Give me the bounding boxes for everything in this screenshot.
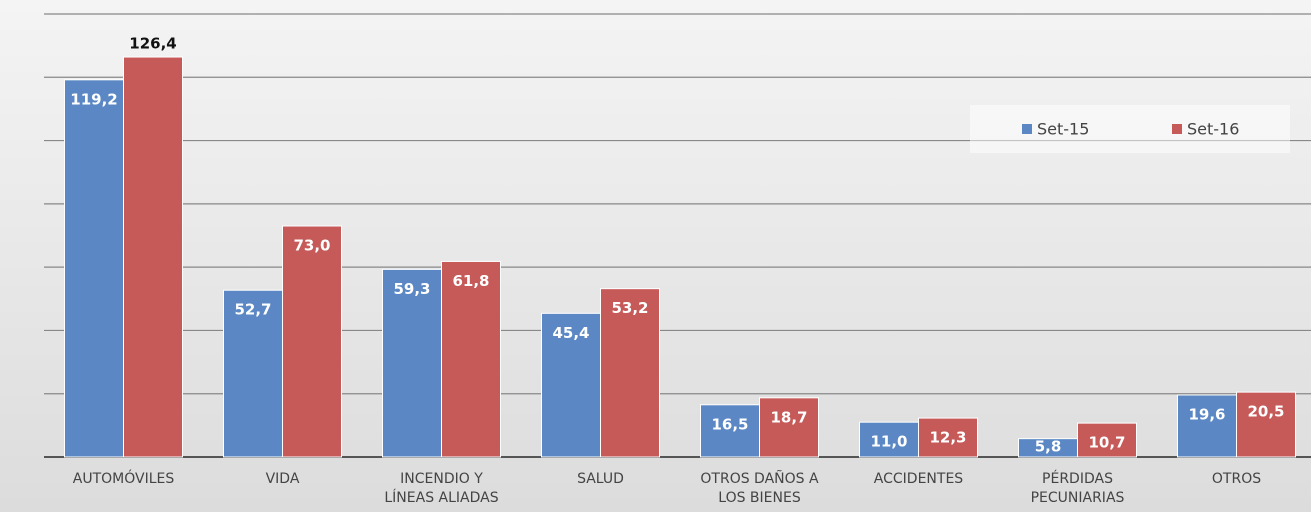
bar — [918, 417, 978, 458]
x-tick-label: VIDA — [265, 471, 300, 487]
bar — [859, 421, 919, 458]
legend-label: Set-16 — [1187, 120, 1239, 139]
value-label: 11,0 — [870, 433, 907, 451]
bar — [1177, 394, 1237, 458]
value-label: 12,3 — [929, 429, 966, 447]
x-tick-label: AUTOMÓVILES — [72, 471, 175, 487]
bar — [123, 56, 183, 458]
bar — [282, 225, 342, 458]
value-label: 45,4 — [552, 324, 589, 342]
value-label: 126,4 — [129, 35, 176, 53]
value-label: 18,7 — [770, 408, 807, 426]
legend-box — [970, 105, 1290, 153]
value-label: 61,8 — [452, 272, 489, 290]
value-label: 52,7 — [234, 301, 271, 319]
legend-swatch — [1172, 124, 1182, 134]
bar — [64, 79, 124, 458]
bar — [382, 268, 442, 458]
value-label: 20,5 — [1247, 403, 1284, 421]
bar — [441, 260, 501, 458]
value-label: 10,7 — [1088, 434, 1125, 452]
value-label: 59,3 — [393, 280, 430, 298]
x-tick-label: OTROS — [1211, 471, 1262, 487]
legend-swatch — [1022, 124, 1032, 134]
x-tick-label: PÉRDIDAS PECUNIARIAS — [1030, 471, 1125, 506]
bar — [223, 289, 283, 458]
value-label: 119,2 — [70, 90, 117, 108]
bar — [759, 397, 819, 458]
bar — [1077, 422, 1137, 458]
value-label: 16,5 — [711, 415, 748, 433]
legend-label: Set-15 — [1037, 120, 1089, 139]
value-label: 5,8 — [1035, 438, 1062, 456]
value-label: 53,2 — [611, 299, 648, 317]
bar — [600, 288, 660, 458]
x-tick-label: SALUD — [577, 471, 624, 487]
x-tick-label: ACCIDENTES — [873, 471, 964, 487]
x-tick-label: INCENDIO Y LÍNEAS ALIADAS — [384, 471, 499, 506]
value-label: 19,6 — [1188, 405, 1225, 423]
x-tick-label: OTROS DAÑOS A LOS BIENES — [700, 471, 819, 506]
bar — [1236, 391, 1296, 458]
value-label: 73,0 — [293, 237, 330, 255]
